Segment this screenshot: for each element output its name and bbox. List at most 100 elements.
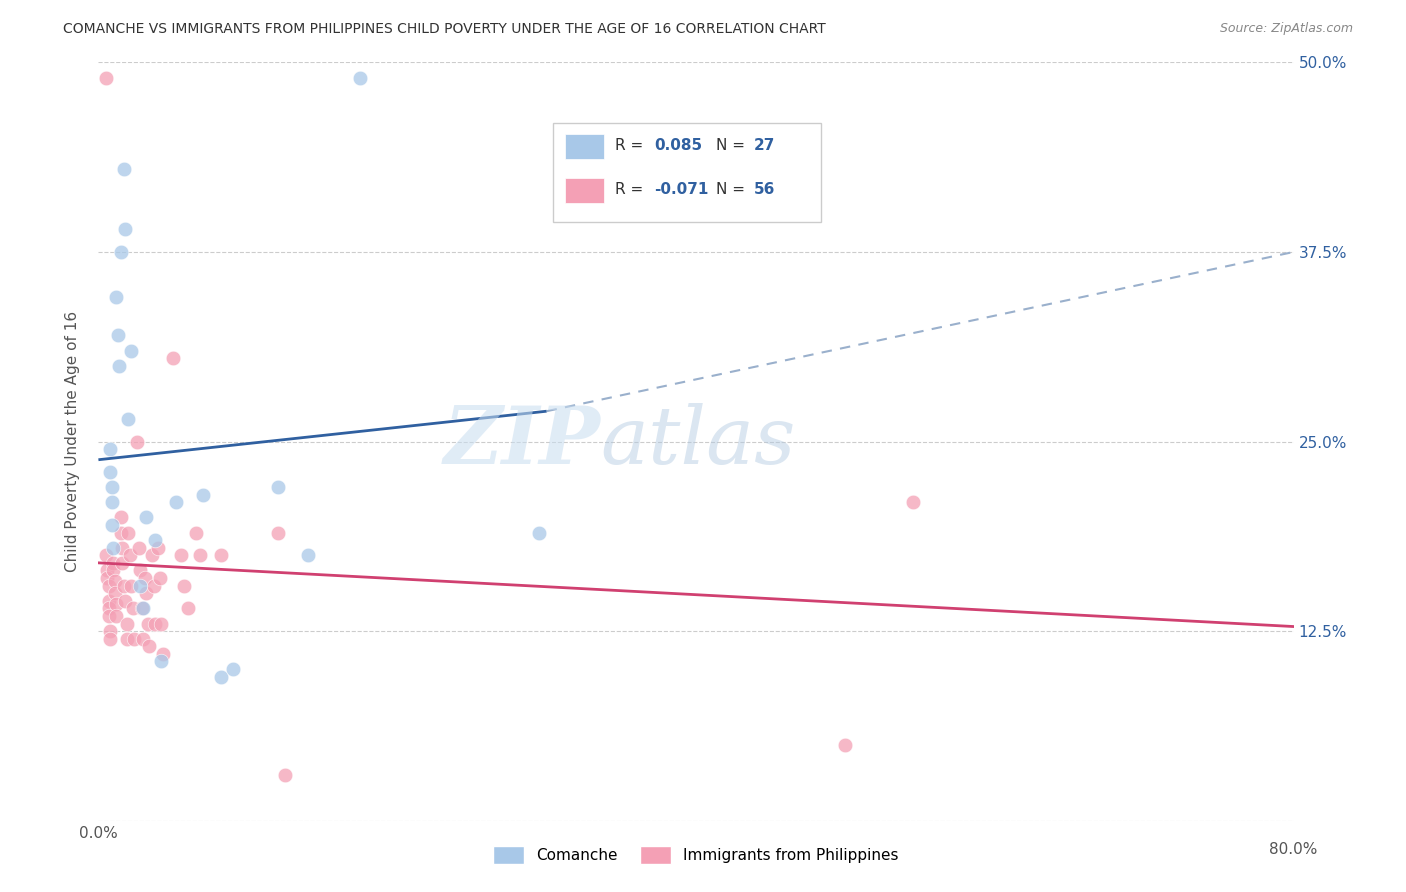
Point bbox=[110, 244, 132, 259]
Point bbox=[112, 161, 135, 176]
Text: Source: ZipAtlas.com: Source: ZipAtlas.com bbox=[1219, 22, 1353, 36]
Point bbox=[152, 647, 174, 661]
Point bbox=[184, 525, 207, 540]
Text: 0.085: 0.085 bbox=[654, 138, 702, 153]
Point bbox=[114, 222, 136, 236]
Point bbox=[150, 616, 173, 631]
Point bbox=[222, 662, 245, 676]
Point bbox=[105, 608, 128, 623]
Legend: Comanche, Immigrants from Philippines: Comanche, Immigrants from Philippines bbox=[486, 840, 905, 870]
Point bbox=[134, 571, 156, 585]
Point bbox=[101, 495, 124, 509]
Point bbox=[129, 564, 152, 578]
Point bbox=[101, 480, 124, 494]
Text: N =: N = bbox=[716, 182, 751, 197]
Point bbox=[135, 510, 157, 524]
Point bbox=[121, 601, 143, 615]
Point bbox=[107, 328, 129, 343]
Point bbox=[142, 579, 165, 593]
Point bbox=[117, 412, 139, 426]
Point bbox=[94, 70, 117, 85]
Point bbox=[267, 525, 290, 540]
Point bbox=[98, 442, 122, 457]
Text: 80.0%: 80.0% bbox=[1270, 842, 1317, 857]
Point bbox=[117, 525, 139, 540]
Point bbox=[131, 601, 153, 615]
Point bbox=[901, 495, 924, 509]
Point bbox=[165, 495, 187, 509]
Point bbox=[141, 548, 163, 563]
Point bbox=[297, 548, 319, 563]
Point bbox=[138, 639, 160, 653]
Point bbox=[104, 586, 127, 600]
Point bbox=[114, 594, 136, 608]
Point bbox=[110, 510, 132, 524]
Point bbox=[96, 564, 118, 578]
Point bbox=[96, 571, 118, 585]
Point bbox=[162, 351, 184, 366]
Text: R =: R = bbox=[614, 182, 648, 197]
Point bbox=[98, 465, 122, 479]
Point bbox=[188, 548, 211, 563]
Y-axis label: Child Poverty Under the Age of 16: Child Poverty Under the Age of 16 bbox=[65, 311, 80, 572]
Point bbox=[135, 586, 157, 600]
Point bbox=[274, 768, 297, 782]
Point bbox=[115, 632, 138, 646]
Point bbox=[120, 579, 142, 593]
Point bbox=[94, 548, 117, 563]
Point bbox=[834, 738, 856, 752]
Point bbox=[98, 624, 122, 639]
Point bbox=[97, 579, 120, 593]
Text: ZIP: ZIP bbox=[443, 403, 600, 480]
Text: 27: 27 bbox=[754, 138, 775, 153]
Point bbox=[132, 601, 155, 615]
Point bbox=[111, 541, 134, 555]
Point bbox=[124, 632, 146, 646]
Point bbox=[103, 564, 125, 578]
Point bbox=[111, 556, 134, 570]
Point bbox=[115, 616, 138, 631]
FancyBboxPatch shape bbox=[565, 135, 605, 160]
Point bbox=[110, 525, 132, 540]
Point bbox=[97, 608, 120, 623]
Point bbox=[97, 594, 120, 608]
Point bbox=[105, 291, 128, 305]
Point bbox=[143, 616, 166, 631]
Point bbox=[149, 571, 172, 585]
Point bbox=[132, 632, 155, 646]
Point bbox=[209, 669, 232, 683]
Point bbox=[103, 541, 125, 555]
Point bbox=[191, 487, 214, 501]
Text: R =: R = bbox=[614, 138, 648, 153]
Text: 56: 56 bbox=[754, 182, 775, 197]
Point bbox=[108, 359, 131, 373]
Point bbox=[128, 541, 150, 555]
Text: atlas: atlas bbox=[600, 403, 796, 480]
Point bbox=[173, 579, 195, 593]
Point bbox=[98, 632, 122, 646]
FancyBboxPatch shape bbox=[553, 123, 821, 221]
Point bbox=[97, 601, 120, 615]
Point bbox=[148, 541, 170, 555]
Text: N =: N = bbox=[716, 138, 751, 153]
Point bbox=[120, 343, 142, 358]
Point bbox=[143, 533, 166, 548]
Point bbox=[169, 548, 191, 563]
Point bbox=[101, 517, 124, 532]
Point bbox=[118, 548, 141, 563]
Point bbox=[127, 434, 149, 449]
Point bbox=[105, 597, 128, 611]
Point bbox=[103, 556, 125, 570]
Point bbox=[112, 579, 135, 593]
Text: -0.071: -0.071 bbox=[654, 182, 709, 197]
Point bbox=[104, 574, 127, 588]
Point bbox=[209, 548, 232, 563]
Point bbox=[267, 480, 290, 494]
FancyBboxPatch shape bbox=[565, 178, 605, 202]
Point bbox=[349, 70, 371, 85]
Point bbox=[136, 616, 159, 631]
Text: COMANCHE VS IMMIGRANTS FROM PHILIPPINES CHILD POVERTY UNDER THE AGE OF 16 CORREL: COMANCHE VS IMMIGRANTS FROM PHILIPPINES … bbox=[63, 22, 825, 37]
Point bbox=[129, 579, 152, 593]
Point bbox=[150, 655, 173, 669]
Point bbox=[527, 525, 550, 540]
